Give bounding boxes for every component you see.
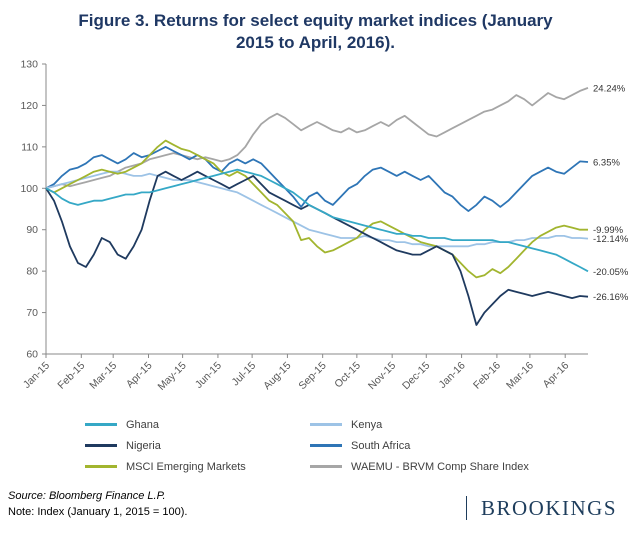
- x-tick-label: Apr-16: [541, 360, 572, 391]
- legend-item-kenya: Kenya: [310, 419, 631, 431]
- series-line-ghana: [45, 168, 589, 273]
- footer: Source: Bloomberg Finance L.P. Note: Ind…: [0, 477, 631, 520]
- y-tick-label: 60: [26, 349, 38, 361]
- index-note: Note: Index (January 1, 2015 = 100).: [8, 505, 188, 518]
- x-tick-label: Feb-15: [55, 360, 87, 392]
- legend-swatch-waemu-brvm-comp-share-index: [310, 465, 342, 469]
- y-tick-label: 90: [26, 224, 38, 236]
- series-end-label-msci-emerging-markets: -9.99%: [593, 225, 624, 236]
- x-tick-label: Oct-15: [332, 360, 363, 391]
- series-end-label-nigeria: -26.16%: [593, 292, 629, 303]
- x-tick-label: Jan-15: [21, 360, 52, 391]
- source-note: Source: Bloomberg Finance L.P.: [8, 490, 166, 503]
- x-tick-label: Jun-15: [193, 360, 224, 391]
- legend-swatch-ghana: [85, 423, 117, 427]
- x-tick-label: Apr-15: [124, 360, 155, 391]
- figure-title: Figure 3. Returns for select equity mark…: [78, 11, 553, 53]
- series-end-label-waemu-brvm-comp-share-index: 24.24%: [593, 84, 626, 95]
- series-line-msci-emerging-markets: [45, 139, 588, 279]
- legend-item-msci-emerging-markets: MSCI Emerging Markets: [85, 461, 310, 473]
- legend-item-ghana: Ghana: [85, 419, 310, 431]
- x-tick-label: Jan-16: [437, 360, 468, 391]
- x-tick-label: Feb-16: [471, 360, 503, 392]
- legend-item-nigeria: Nigeria: [85, 440, 310, 452]
- legend-label-nigeria: Nigeria: [126, 439, 161, 452]
- legend-swatch-kenya: [310, 423, 342, 427]
- y-tick-label: 70: [26, 307, 38, 319]
- legend-label-south-africa: South Africa: [351, 439, 411, 452]
- series-end-label-ghana: -20.05%: [593, 267, 629, 278]
- y-tick-label: 130: [20, 59, 38, 71]
- footer-notes: Source: Bloomberg Finance L.P. Note: Ind…: [8, 489, 187, 520]
- legend-item-waemu-brvm-comp-share-index: WAEMU - BRVM Comp Share Index: [310, 461, 631, 473]
- y-tick-label: 80: [26, 266, 38, 278]
- series-end-label-south-africa: 6.35%: [593, 158, 620, 169]
- legend-label-msci-emerging-markets: MSCI Emerging Markets: [126, 460, 246, 473]
- figure-container: Figure 3. Returns for select equity mark…: [0, 11, 631, 520]
- x-tick-label: Aug-15: [261, 360, 294, 393]
- legend-label-ghana: Ghana: [126, 418, 160, 431]
- x-tick-label: May-15: [155, 360, 188, 393]
- legend-label-kenya: Kenya: [351, 418, 383, 431]
- legend-swatch-nigeria: [85, 444, 117, 448]
- x-tick-label: Mar-15: [87, 360, 119, 392]
- x-tick-label: Jul-15: [230, 360, 259, 389]
- legend-item-south-africa: South Africa: [310, 440, 631, 452]
- chart-legend: Ghana Nigeria MSCI Emerging Markets Kenya So…: [85, 414, 631, 477]
- y-tick-label: 110: [21, 142, 38, 154]
- legend-swatch-south-africa: [310, 444, 342, 448]
- x-tick-label: Mar-16: [504, 360, 536, 392]
- legend-label-waemu-brvm-comp-share-index: WAEMU - BRVM Comp Share Index: [351, 460, 529, 473]
- series-line-waemu-brvm-comp-share-index: [45, 87, 589, 190]
- x-tick-label: Sep-15: [296, 360, 329, 393]
- x-tick-label: Nov-15: [366, 360, 399, 393]
- brookings-logo: BROOKINGS: [465, 495, 617, 520]
- series-line-south-africa: [45, 146, 589, 213]
- y-tick-label: 100: [20, 183, 38, 195]
- y-tick-label: 120: [20, 100, 38, 112]
- series-end-label-kenya: -12.14%: [593, 234, 629, 245]
- x-tick-label: Dec-15: [400, 360, 433, 393]
- legend-swatch-msci-emerging-markets: [85, 465, 117, 469]
